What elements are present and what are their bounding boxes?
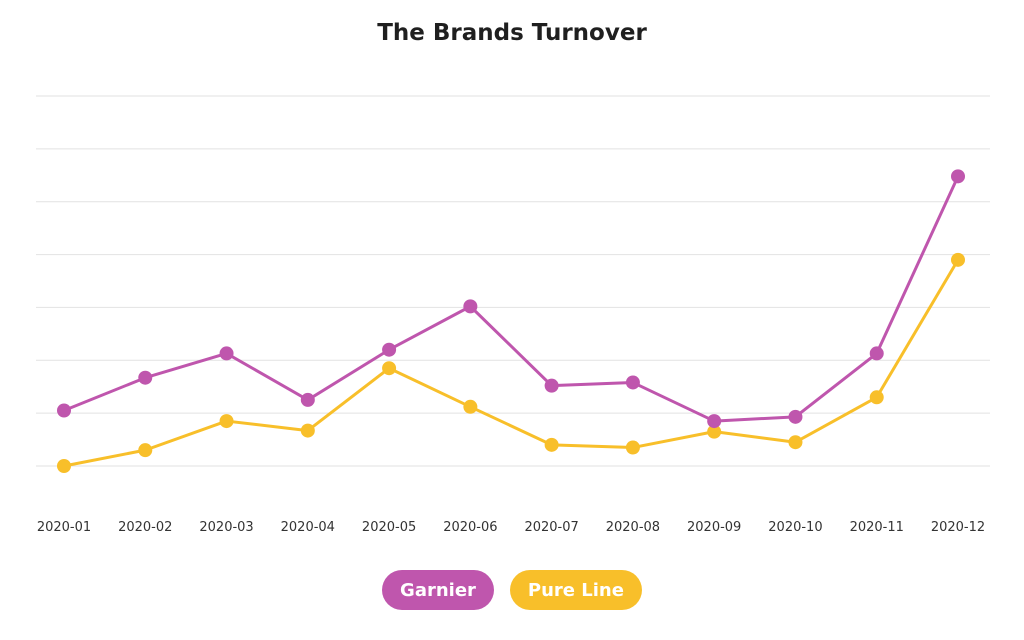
- data-point-pure-line[interactable]: [300, 423, 315, 438]
- x-tick-label: 2020-01: [37, 520, 91, 535]
- data-point-garnier[interactable]: [951, 169, 965, 184]
- data-point-garnier[interactable]: [300, 392, 315, 407]
- legend-item-pure-line[interactable]: Pure Line: [509, 570, 642, 610]
- line-chart: 2020-01 2020-02 2020-03 2020-04 2020-05 2020-…: [36, 95, 990, 535]
- data-point-garnier[interactable]: [57, 403, 71, 418]
- x-tick-label: 2020-10: [768, 520, 822, 535]
- x-axis-ticks: 2020-01 2020-02 2020-03 2020-04 2020-05 2020-…: [37, 520, 985, 535]
- x-tick-label: 2020-07: [524, 520, 578, 535]
- legend-item-garnier[interactable]: Garnier: [382, 570, 494, 610]
- data-point-pure-line[interactable]: [625, 440, 640, 455]
- x-tick-label: 2020-11: [850, 520, 904, 535]
- data-point-garnier[interactable]: [707, 414, 722, 429]
- data-point-pure-line[interactable]: [382, 361, 397, 376]
- data-point-garnier[interactable]: [788, 409, 803, 424]
- data-point-garnier[interactable]: [625, 375, 640, 390]
- series-line-pure-line: [63, 259, 960, 468]
- data-point-pure-line[interactable]: [707, 424, 722, 439]
- data-point-pure-line[interactable]: [544, 437, 559, 452]
- data-point-garnier[interactable]: [382, 342, 397, 357]
- legend: Garnier Pure Line: [0, 570, 1024, 610]
- data-points: [57, 169, 965, 473]
- chart-title: The Brands Turnover: [377, 20, 647, 46]
- x-tick-label: 2020-03: [199, 520, 253, 535]
- data-point-garnier[interactable]: [463, 299, 478, 314]
- gridlines: [36, 95, 990, 467]
- x-tick-label: 2020-09: [687, 520, 741, 535]
- data-point-pure-line[interactable]: [57, 459, 71, 473]
- x-tick-label: 2020-08: [606, 520, 660, 535]
- x-tick-label: 2020-04: [281, 520, 335, 535]
- x-tick-label: 2020-06: [443, 520, 497, 535]
- x-tick-label: 2020-05: [362, 520, 416, 535]
- data-point-pure-line[interactable]: [463, 399, 478, 414]
- x-tick-label: 2020-12: [931, 520, 985, 535]
- x-tick-label: 2020-02: [118, 520, 172, 535]
- series-line-garnier: [63, 175, 960, 423]
- data-point-garnier[interactable]: [544, 378, 559, 393]
- data-point-garnier[interactable]: [138, 370, 153, 385]
- data-point-pure-line[interactable]: [951, 252, 965, 267]
- data-point-pure-line[interactable]: [788, 435, 803, 450]
- data-point-pure-line[interactable]: [869, 390, 884, 405]
- data-point-pure-line[interactable]: [138, 443, 153, 458]
- series-lines: [63, 175, 960, 468]
- data-point-pure-line[interactable]: [219, 414, 234, 429]
- data-point-garnier[interactable]: [219, 346, 234, 361]
- data-point-garnier[interactable]: [869, 346, 884, 361]
